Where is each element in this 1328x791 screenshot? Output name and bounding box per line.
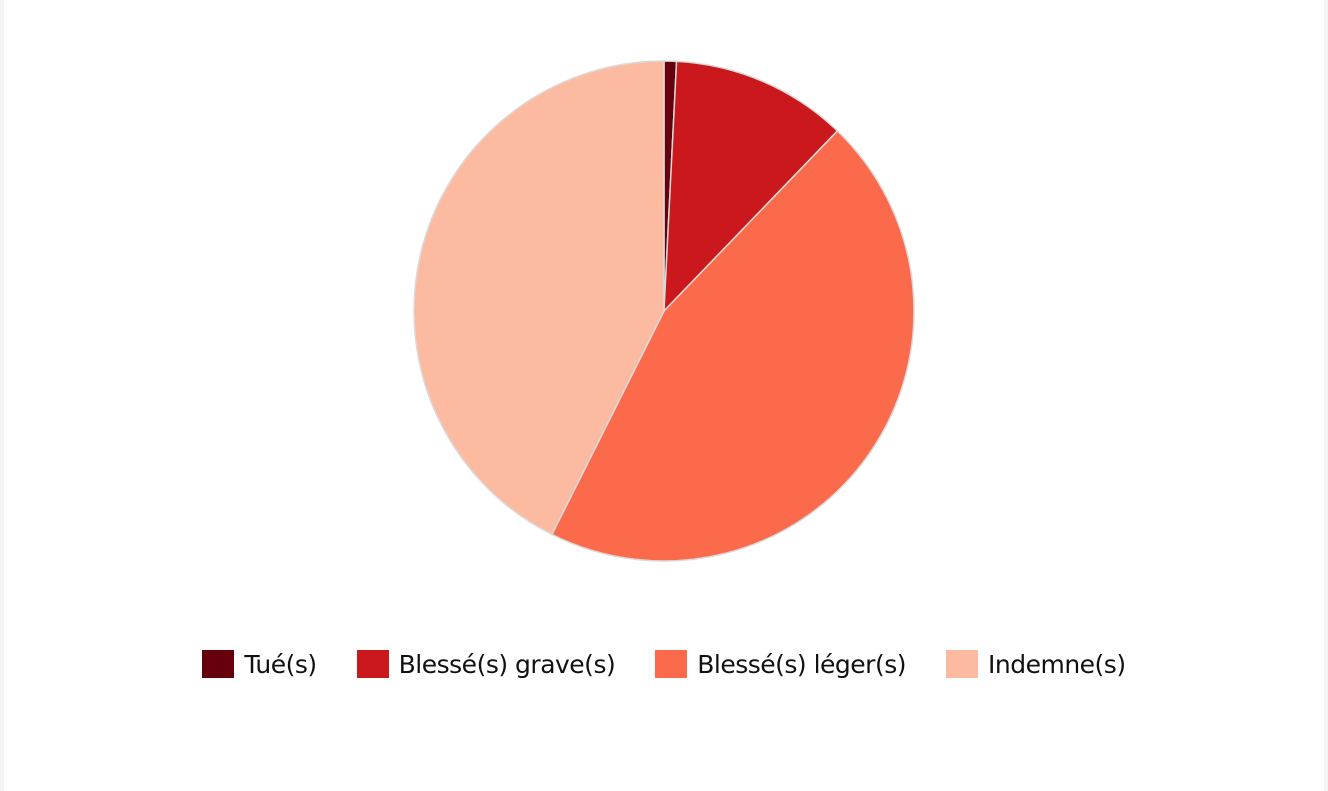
legend-item-tues[interactable]: Tué(s) <box>202 649 317 679</box>
legend-swatch-indemnes <box>946 650 978 678</box>
legend-label-tues: Tué(s) <box>244 649 317 679</box>
legend-swatch-blesses-legers <box>655 650 688 678</box>
legend-label-blesses-legers: Blessé(s) léger(s) <box>697 649 906 679</box>
pie-chart <box>413 60 915 562</box>
legend-label-indemnes: Indemne(s) <box>988 649 1126 679</box>
legend-label-blesses-graves: Blessé(s) grave(s) <box>398 649 616 679</box>
legend-swatch-tues <box>202 650 235 678</box>
legend-item-blesses-graves[interactable]: Blessé(s) grave(s) <box>356 649 616 679</box>
legend-item-indemnes[interactable]: Indemne(s) <box>946 650 1126 679</box>
chart-card: Tué(s) Blessé(s) grave(s) Blessé(s) lége… <box>4 0 1324 791</box>
pie-slice-blesses-legers[interactable] <box>551 130 915 562</box>
pie-slice-blesses-graves[interactable] <box>663 60 839 312</box>
pie-slice-indemnes[interactable] <box>413 60 665 536</box>
legend-swatch-blesses-graves <box>356 650 389 678</box>
chart-legend: Tué(s) Blessé(s) grave(s) Blessé(s) lége… <box>4 640 1324 688</box>
legend-item-blesses-legers[interactable]: Blessé(s) léger(s) <box>655 650 906 679</box>
